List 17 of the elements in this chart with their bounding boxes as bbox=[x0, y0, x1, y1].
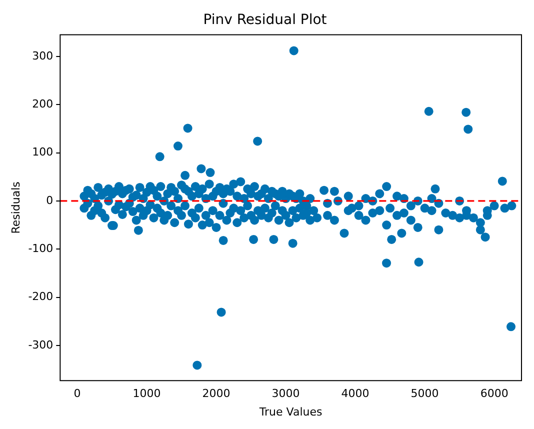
chart-title: Pinv Residual Plot bbox=[203, 12, 328, 28]
y-tick-label: 0 bbox=[46, 194, 54, 207]
x-tick-label: 2000 bbox=[202, 387, 230, 400]
y-tick-label: -100 bbox=[28, 242, 54, 255]
y-tick-label: 100 bbox=[32, 146, 54, 159]
y-tick-label: 200 bbox=[32, 97, 54, 110]
y-tick-label: 300 bbox=[32, 49, 54, 62]
x-tick-label: 6000 bbox=[480, 387, 508, 400]
y-tick-label: -300 bbox=[28, 338, 54, 352]
x-axis-title: True Values bbox=[258, 405, 322, 418]
x-tick-label: 5000 bbox=[410, 387, 439, 400]
x-tick-label: 0 bbox=[74, 387, 81, 400]
x-tick-label: 3000 bbox=[272, 387, 300, 400]
y-tick-label: -200 bbox=[28, 290, 54, 304]
x-tick-label: 4000 bbox=[341, 387, 370, 400]
x-tick-label: 1000 bbox=[132, 387, 161, 400]
y-axis-title: Residuals bbox=[9, 181, 22, 234]
